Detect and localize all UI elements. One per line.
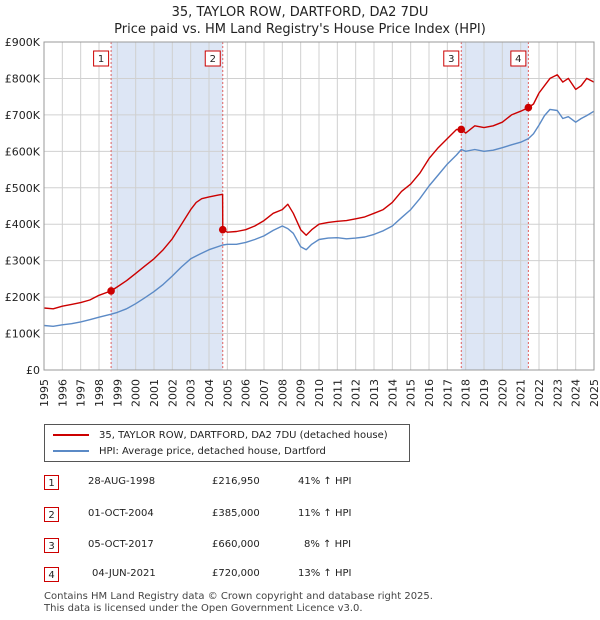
series-line-property — [43, 74, 595, 310]
sale-marker-label: 1 — [44, 475, 59, 490]
chart-title: 35, TAYLOR ROW, DARTFORD, DA2 7DU — [171, 5, 429, 20]
x-tick-label: 2013 — [368, 379, 381, 407]
x-tick-label: 2001 — [148, 379, 161, 407]
sale-point — [524, 103, 533, 112]
legend-item-hpi: HPI: Average price, detached house, Dart… — [53, 443, 326, 459]
chart-subtitle: Price paid vs. HM Land Registry's House … — [114, 22, 486, 37]
y-tick-label: £100K — [5, 328, 41, 341]
x-tick-label: 2015 — [405, 379, 418, 407]
x-tick-label: 2019 — [478, 379, 491, 407]
series-line-hpi — [43, 108, 595, 327]
y-tick-label: £400K — [5, 218, 41, 231]
sale-point — [218, 225, 227, 234]
y-tick-label: £300K — [5, 255, 41, 268]
x-tick-label: 1996 — [56, 379, 69, 407]
sale-label-box — [510, 50, 527, 67]
x-tick-label: 2020 — [496, 379, 509, 407]
sale-label-box — [93, 50, 110, 67]
y-tick-label: £800K — [5, 72, 41, 85]
x-tick-label: 2007 — [258, 379, 271, 407]
legend-swatch-property — [53, 434, 89, 436]
sale-marker-label: 3 — [44, 538, 59, 553]
y-tick-label: £600K — [5, 145, 41, 158]
x-tick-label: 2016 — [423, 379, 436, 407]
x-tick-label: 2023 — [551, 379, 564, 407]
x-tick-label: 1997 — [75, 379, 88, 407]
x-tick-label: 2024 — [570, 379, 583, 407]
sale-point — [457, 125, 466, 134]
x-tick-label: 2008 — [276, 379, 289, 407]
sale-price: £720,000 — [212, 568, 260, 579]
sale-date: 01-OCT-2004 — [88, 508, 154, 519]
sale-price: £385,000 — [212, 508, 260, 519]
x-tick-label: 2018 — [460, 379, 473, 407]
legend-label-property: 35, TAYLOR ROW, DARTFORD, DA2 7DU (detac… — [99, 429, 388, 441]
x-tick-label: 1998 — [93, 379, 106, 407]
x-tick-label: 2022 — [533, 379, 546, 407]
legend-swatch-hpi — [53, 450, 89, 452]
x-tick-label: 2002 — [166, 379, 179, 407]
sale-date: 28-AUG-1998 — [88, 476, 156, 487]
x-tick-label: 1999 — [111, 379, 124, 407]
plot-frame — [43, 41, 595, 371]
x-tick-label: 2000 — [130, 379, 143, 407]
x-tick-label: 2012 — [350, 379, 363, 407]
legend: 35, TAYLOR ROW, DARTFORD, DA2 7DU (detac… — [44, 424, 410, 462]
y-tick-label: £500K — [5, 182, 41, 195]
x-tick-label: 2005 — [221, 379, 234, 407]
sale-label-box — [204, 50, 221, 67]
shaded-period — [461, 42, 529, 370]
sale-price: £216,950 — [212, 476, 260, 487]
sale-label-text: 2 — [210, 54, 216, 65]
sale-marker-label: 2 — [44, 507, 59, 522]
x-tick-label: 1995 — [38, 379, 51, 407]
sale-point — [107, 287, 115, 295]
x-tick-label: 2025 — [588, 379, 600, 407]
sale-label-text: 3 — [448, 54, 454, 65]
legend-label-hpi: HPI: Average price, detached house, Dart… — [99, 445, 326, 457]
x-tick-label: 2003 — [185, 379, 198, 407]
x-tick-label: 2010 — [313, 379, 326, 407]
x-tick-label: 2009 — [295, 379, 308, 407]
legend-item-property: 35, TAYLOR ROW, DARTFORD, DA2 7DU (detac… — [53, 427, 388, 443]
x-tick-label: 2011 — [331, 379, 344, 407]
footer-copyright: Contains HM Land Registry data © Crown c… — [44, 591, 433, 602]
y-tick-label: £0 — [26, 364, 40, 377]
sale-hpi-diff: 8% ↑ HPI — [304, 539, 352, 550]
x-tick-label: 2004 — [203, 379, 216, 407]
x-tick-label: 2021 — [515, 379, 528, 407]
y-tick-label: £700K — [5, 109, 41, 122]
x-tick-label: 2006 — [240, 379, 253, 407]
sale-hpi-diff: 41% ↑ HPI — [298, 476, 352, 487]
sale-date: 04-JUN-2021 — [92, 568, 156, 579]
sale-hpi-diff: 13% ↑ HPI — [298, 568, 352, 579]
sale-hpi-diff: 11% ↑ HPI — [298, 508, 352, 519]
sale-date: 05-OCT-2017 — [88, 539, 154, 550]
y-tick-label: £200K — [5, 291, 41, 304]
sale-label-box — [443, 50, 460, 67]
x-tick-label: 2014 — [386, 379, 399, 407]
sale-label-text: 1 — [98, 54, 104, 65]
sale-price: £660,000 — [212, 539, 260, 550]
footer-licence: This data is licensed under the Open Gov… — [44, 603, 363, 614]
shaded-period — [111, 42, 223, 370]
sale-marker-label: 4 — [44, 567, 59, 582]
sale-label-text: 4 — [515, 54, 521, 65]
y-tick-label: £900K — [5, 36, 41, 49]
x-tick-label: 2017 — [441, 379, 454, 407]
